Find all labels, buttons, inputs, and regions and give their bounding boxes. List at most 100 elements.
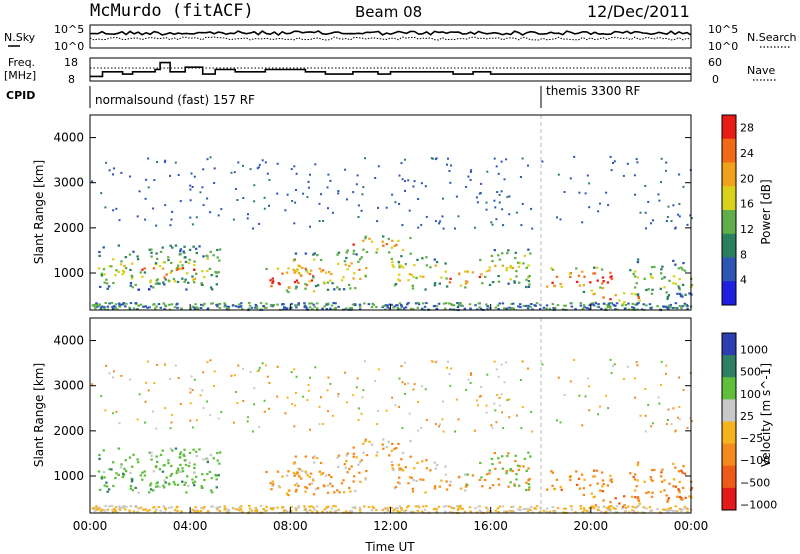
velocity-cell <box>112 461 115 464</box>
velocity-cell <box>590 492 593 495</box>
velocity-cell <box>112 484 115 488</box>
power-cell <box>660 157 663 160</box>
power-cell <box>249 168 252 171</box>
power-cell <box>501 252 504 255</box>
power-cell <box>314 285 318 288</box>
power-cell <box>645 227 647 230</box>
power-cell <box>413 264 416 267</box>
velocity-cell <box>342 491 346 494</box>
velocity-cell <box>98 506 101 509</box>
power-cbar-swatch-7 <box>722 281 736 306</box>
power-cell <box>424 185 427 188</box>
power-cell <box>597 210 600 213</box>
power-cell <box>149 281 152 284</box>
power-cell <box>529 252 532 255</box>
power-cell <box>385 243 388 246</box>
power-cell <box>329 179 332 182</box>
x-axis-label: Time UT <box>364 540 415 554</box>
power-cell <box>134 283 137 286</box>
velocity-cell <box>681 498 684 501</box>
power-cell <box>355 183 358 186</box>
power-cell <box>607 302 611 305</box>
velocity-cell <box>514 454 517 457</box>
power-cell <box>555 275 559 278</box>
velocity-cell <box>184 463 188 466</box>
power-cell <box>488 283 492 287</box>
velocity-cell <box>650 425 653 428</box>
power-cell <box>645 304 648 307</box>
power-cell <box>614 304 617 307</box>
power-cell <box>393 244 396 247</box>
power-cell <box>459 284 463 287</box>
power-cell <box>195 306 198 309</box>
velocity-cell <box>156 364 159 366</box>
velocity-cell <box>690 486 694 490</box>
velocity-cell <box>377 368 380 371</box>
power-cell <box>319 258 323 262</box>
velocity-xtick-label-5: 20:00 <box>574 519 609 533</box>
power-cbar-swatch-2 <box>722 162 736 187</box>
velocity-cell <box>218 510 222 512</box>
velocity-cell <box>681 486 685 489</box>
velocity-cell <box>184 459 187 462</box>
velocity-cell <box>167 482 171 485</box>
power-cell <box>583 306 586 309</box>
velocity-cell <box>470 372 473 375</box>
power-cell <box>498 193 501 196</box>
velocity-cell <box>466 473 469 476</box>
velocity-cell <box>218 462 221 465</box>
velocity-cell <box>258 425 261 428</box>
velocity-cell <box>171 413 174 416</box>
velocity-cell <box>649 510 653 513</box>
velocity-cell <box>217 417 220 420</box>
velocity-cell <box>202 507 205 510</box>
power-cell <box>677 267 681 270</box>
power-cell <box>612 162 614 164</box>
velocity-cell <box>650 478 653 481</box>
velocity-cell <box>528 486 531 489</box>
velocity-cell <box>630 495 634 498</box>
power-cell <box>325 308 329 310</box>
power-cell <box>665 291 668 294</box>
power-cell <box>559 282 562 286</box>
velocity-cell <box>322 484 326 487</box>
power-cell <box>640 308 644 311</box>
freq-panel-frame <box>89 57 692 82</box>
power-cell <box>326 281 330 284</box>
velocity-cell <box>158 468 162 471</box>
power-cell <box>295 279 299 282</box>
velocity-cell <box>121 506 124 509</box>
velocity-cell <box>276 365 279 368</box>
velocity-panel-frame <box>89 317 692 514</box>
freq-right-label: Nave <box>747 64 775 77</box>
velocity-cell <box>98 453 101 457</box>
velocity-cell <box>542 509 546 512</box>
power-cell <box>169 271 172 274</box>
velocity-cell <box>256 370 259 373</box>
power-cell <box>323 305 326 308</box>
velocity-cell <box>527 483 531 486</box>
velocity-cell <box>223 505 226 508</box>
power-cell <box>250 306 254 309</box>
power-cell <box>398 279 401 282</box>
power-cell <box>268 178 271 181</box>
power-cell <box>281 272 284 275</box>
power-cell <box>315 302 319 305</box>
velocity-cell <box>182 453 185 456</box>
power-cell <box>370 240 374 243</box>
velocity-cell <box>636 464 640 467</box>
velocity-cell <box>399 511 402 514</box>
velocity-cell <box>382 447 385 450</box>
power-cell <box>667 304 671 307</box>
velocity-cell <box>176 483 180 486</box>
velocity-cell <box>531 430 534 433</box>
freq-right-tick-top: 60 <box>708 56 722 69</box>
velocity-cell <box>485 506 488 509</box>
velocity-cell <box>159 453 163 456</box>
power-cell <box>410 307 413 310</box>
power-cell <box>600 268 604 271</box>
velocity-cbar-tick-5: −100 <box>740 454 770 467</box>
velocity-cell <box>255 510 258 513</box>
power-cell <box>433 284 437 287</box>
power-cell <box>181 267 185 270</box>
